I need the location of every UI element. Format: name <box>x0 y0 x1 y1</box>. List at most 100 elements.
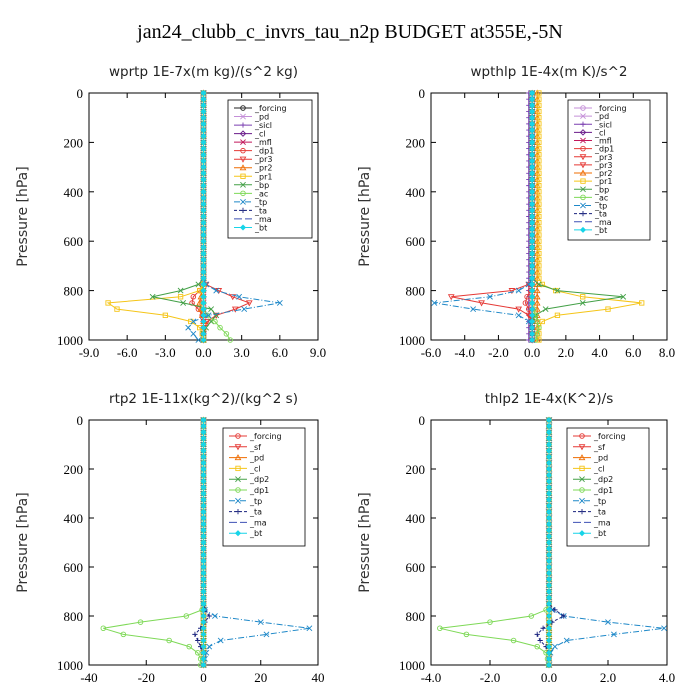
data-point <box>236 293 243 300</box>
x-tick-label: 0 <box>200 670 207 685</box>
data-point <box>200 649 207 656</box>
y-tick-label: 1000 <box>57 333 83 348</box>
data-point <box>545 472 553 479</box>
legend-label: _ta <box>249 508 262 517</box>
data-point <box>487 293 493 300</box>
data-point <box>200 619 207 626</box>
legend-label: _pr2 <box>594 169 612 178</box>
x-tick-label: 3.0 <box>234 345 250 360</box>
data-point <box>276 300 283 306</box>
legend-label: _sf <box>593 443 605 452</box>
legend-box <box>227 99 313 239</box>
x-tick-label: -4.0 <box>421 670 442 685</box>
data-point <box>100 625 107 632</box>
series-pr3 <box>447 90 536 344</box>
data-point <box>545 521 553 528</box>
legend-marker <box>578 530 586 537</box>
legend-label: _tp <box>254 198 267 207</box>
legend-label: _tp <box>593 497 606 506</box>
data-point <box>200 643 207 650</box>
data-point <box>529 336 536 344</box>
legend-marker <box>234 444 242 451</box>
legend-marker <box>580 186 586 193</box>
data-point <box>200 484 207 491</box>
legend-label: _mfl <box>254 138 272 147</box>
data-point <box>529 114 536 121</box>
series-line <box>103 420 204 665</box>
legend-entry: _pr2 <box>234 164 272 173</box>
data-point <box>200 232 207 239</box>
legend-label: _sicl <box>594 120 612 129</box>
y-tick-label: 0 <box>77 86 84 101</box>
legend-label: _sf <box>249 443 261 452</box>
data-point <box>605 619 611 626</box>
legend-entry: _mfl <box>234 138 272 147</box>
legend-entry: _ma <box>229 518 267 527</box>
data-point <box>463 631 470 638</box>
data-point <box>217 324 223 331</box>
data-point <box>529 120 536 127</box>
data-point <box>536 152 542 158</box>
data-point <box>529 96 536 103</box>
legend-entry: _pd <box>229 454 264 463</box>
legend-label: _forcing <box>249 432 282 441</box>
legend-entry: _cl <box>573 464 605 473</box>
data-point <box>200 262 207 269</box>
data-point <box>545 625 553 632</box>
chart-panel-3: rtp2 1E-11x(kg^2)/(kg^2 s) Pressure [hPa]… <box>15 391 325 685</box>
legend-marker <box>579 476 585 483</box>
data-point <box>200 496 207 503</box>
legend-label: _forcing <box>593 432 626 441</box>
legend-marker <box>240 207 246 213</box>
panel-title: wprtp 1E-7x(m kg)/(s^2 kg) <box>109 64 298 80</box>
data-point <box>231 306 239 313</box>
legend-label: _ta <box>254 206 267 215</box>
data-point <box>200 447 207 454</box>
legend-marker <box>578 454 586 461</box>
data-point <box>545 643 553 650</box>
data-point <box>545 447 553 454</box>
data-point <box>200 108 207 115</box>
data-point <box>529 287 536 294</box>
data-point <box>200 478 207 485</box>
data-point <box>200 127 207 134</box>
data-point <box>200 157 207 164</box>
data-point <box>529 324 536 331</box>
legend-label: _tp <box>594 202 607 211</box>
x-tick-label: -20 <box>138 670 155 685</box>
legend-label: _pr3 <box>254 155 272 164</box>
data-point <box>529 151 536 158</box>
data-point <box>200 336 207 344</box>
data-point <box>536 145 542 152</box>
legend-marker <box>580 105 586 111</box>
data-point <box>536 269 542 275</box>
data-point <box>177 287 184 294</box>
data-point <box>263 631 270 638</box>
x-tick-label: 40 <box>312 670 325 685</box>
legend-label: _pd <box>594 112 609 121</box>
data-point <box>192 631 198 637</box>
data-point <box>200 441 207 448</box>
legend-marker <box>240 105 246 111</box>
data-point <box>206 643 213 650</box>
data-point <box>529 219 536 226</box>
legend-entry: _pr3 <box>234 155 272 164</box>
x-tick-label: 0.0 <box>541 670 557 685</box>
data-point <box>137 619 144 625</box>
data-point <box>529 250 536 257</box>
data-point <box>533 293 541 300</box>
legend-entry: _forcing <box>574 104 627 113</box>
x-tick-label: 9.0 <box>310 345 326 360</box>
legend-marker <box>235 509 241 515</box>
y-tick-label: 0 <box>77 413 84 428</box>
data-point <box>545 441 553 448</box>
data-point <box>605 306 611 312</box>
y-tick-label: 600 <box>64 560 84 575</box>
legend-entry: _dp2 <box>229 475 269 484</box>
legend-marker <box>240 190 246 197</box>
y-tick-label: 200 <box>406 462 426 477</box>
data-point <box>529 306 536 313</box>
data-point <box>529 269 536 276</box>
y-tick-label: 800 <box>64 284 84 299</box>
legend-marker <box>579 154 587 161</box>
